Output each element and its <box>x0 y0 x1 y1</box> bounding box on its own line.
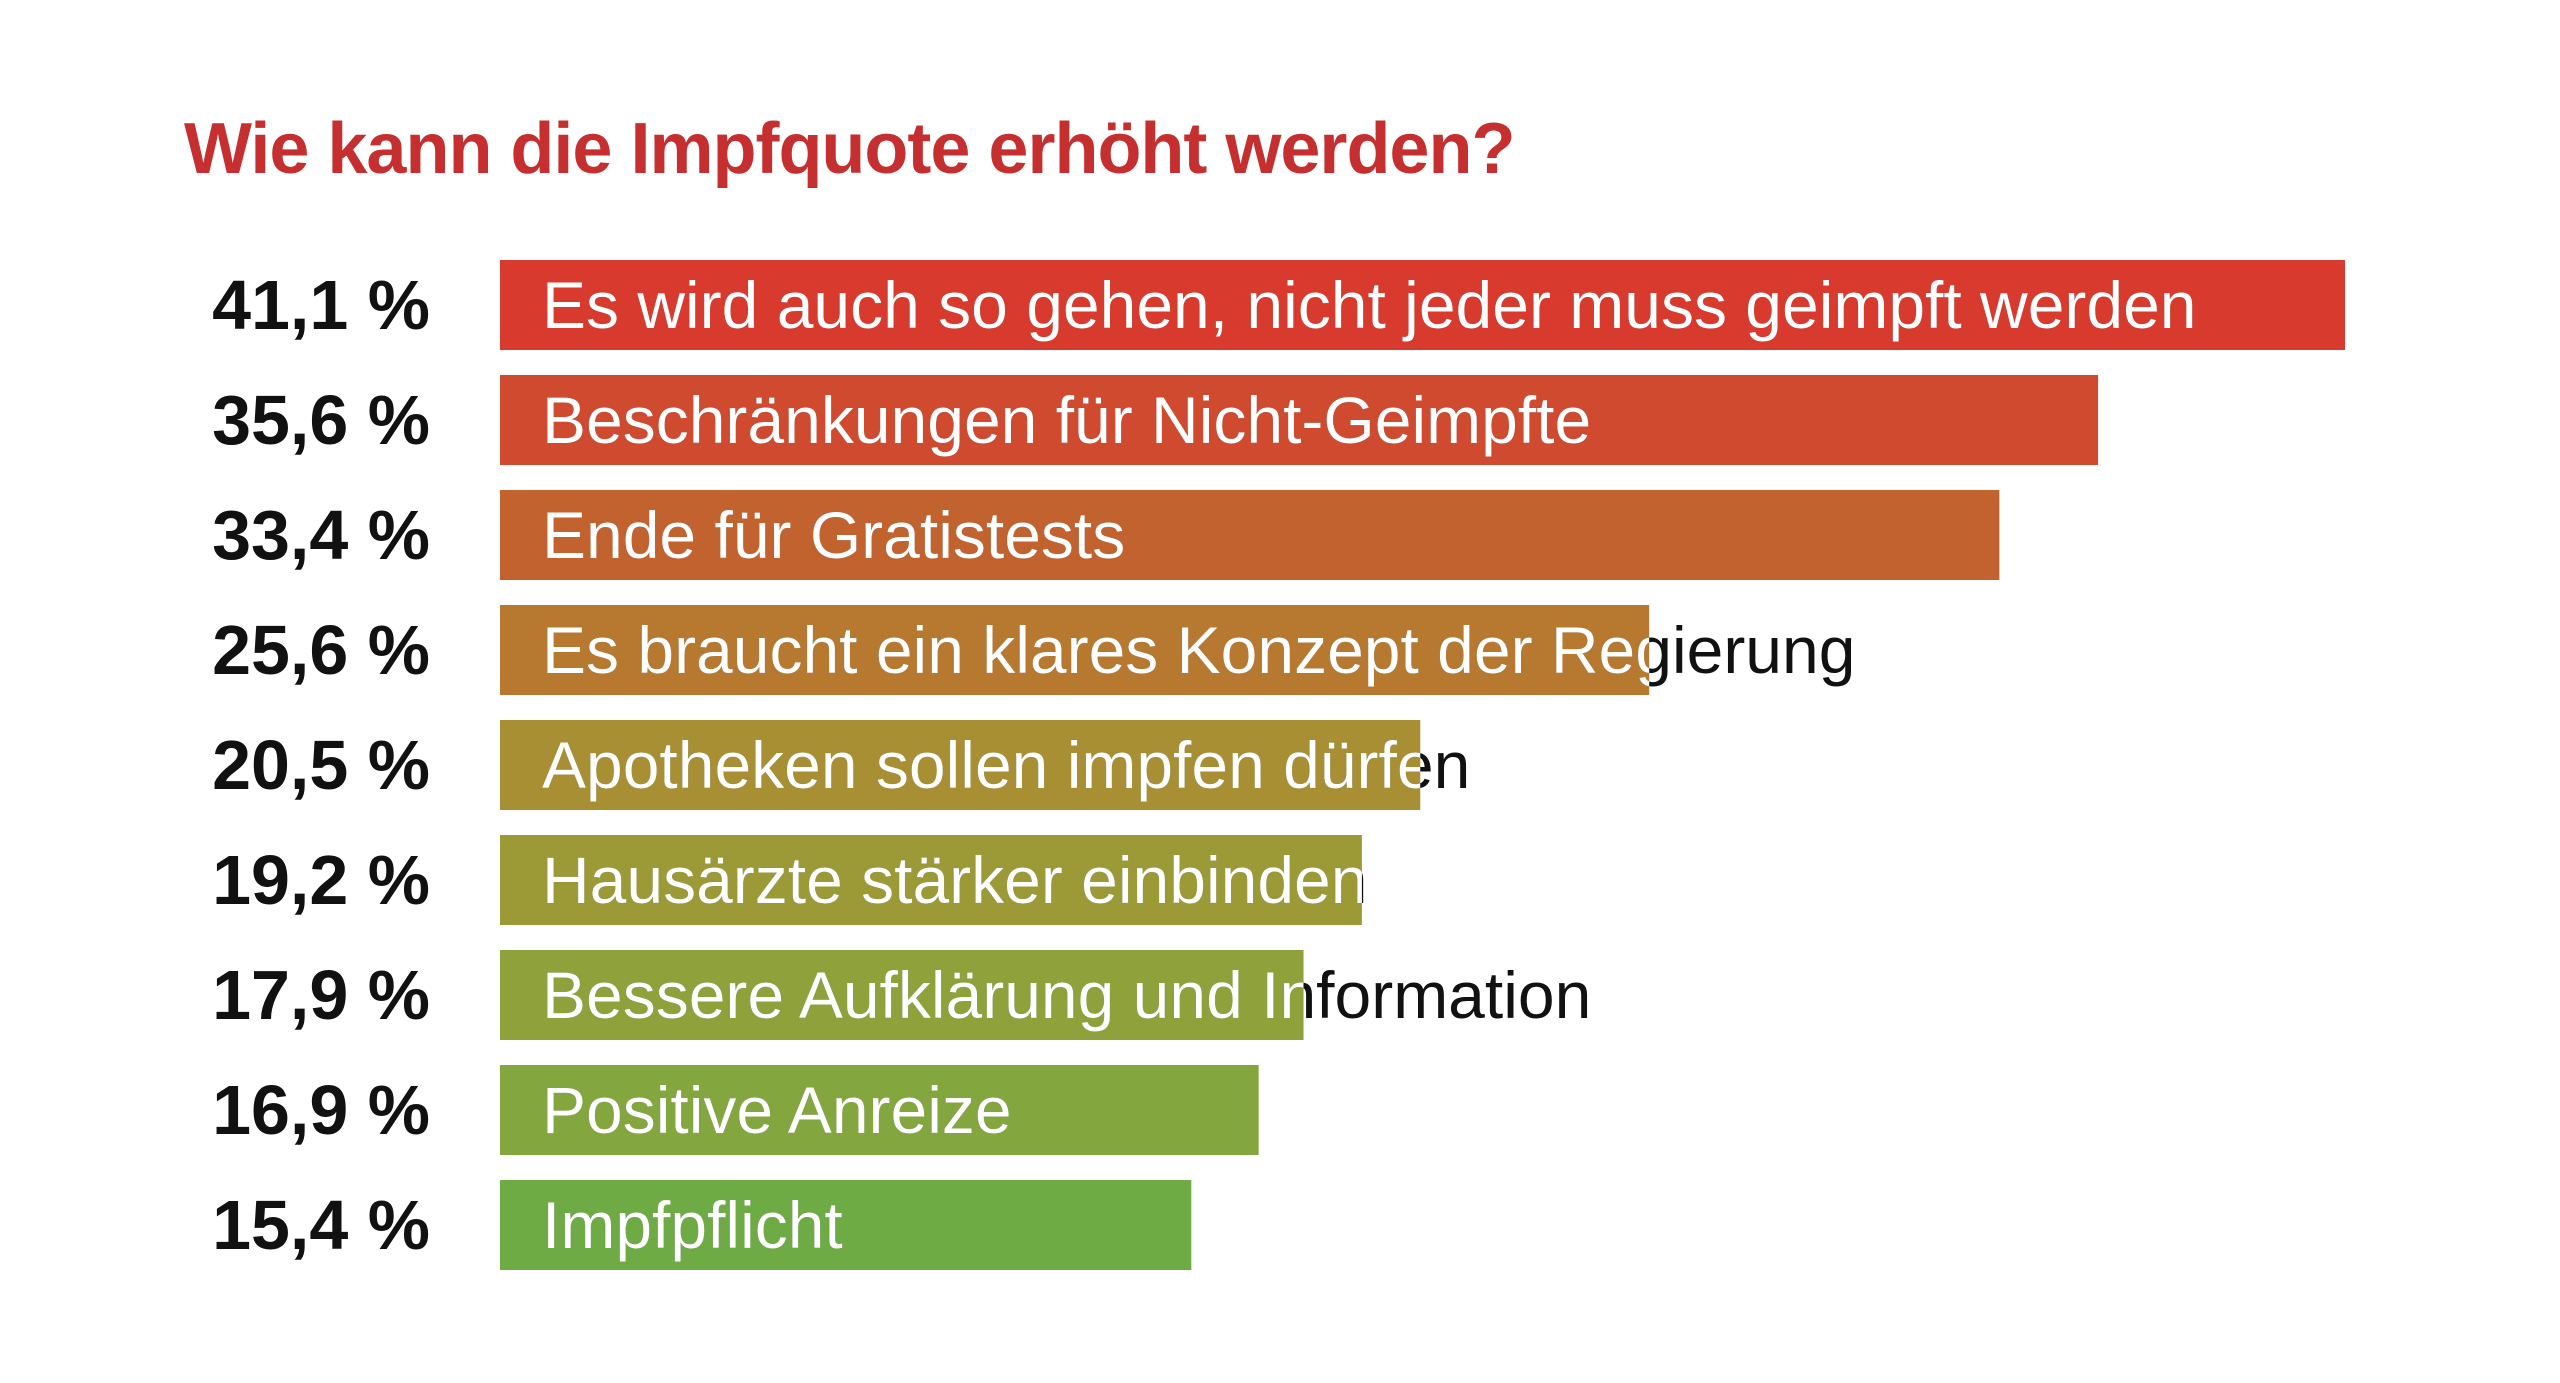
bar <box>500 835 1362 925</box>
category-label-overlay: Bessere Aufklärung und Information <box>542 958 1591 1032</box>
category-label: Bessere Aufklärung und Information <box>542 958 1591 1032</box>
category-label: Ende für Gratistests <box>542 498 1125 572</box>
value-label: 15,4 % <box>212 1186 430 1264</box>
value-label: 16,9 % <box>212 1071 430 1149</box>
value-label: 19,2 % <box>212 841 430 919</box>
value-label: 20,5 % <box>212 726 430 804</box>
bar <box>500 490 2000 580</box>
bar <box>500 720 1421 810</box>
category-label: Es braucht ein klares Konzept der Regier… <box>542 613 1855 687</box>
category-label: Es wird auch so gehen, nicht jeder muss … <box>542 268 2197 342</box>
bar <box>500 950 1304 1040</box>
category-label-overlay: Positive Anreize <box>542 1073 1012 1147</box>
value-label: 35,6 % <box>212 381 430 459</box>
category-label: Apotheken sollen impfen dürfen <box>542 728 1470 802</box>
bars-layer: 41,1 % Es wird auch so gehen, nicht jeder… <box>212 260 2345 1270</box>
bar <box>500 605 1650 695</box>
bar-row: 41,1 % Es wird auch so gehen, nicht jeder… <box>212 260 2345 350</box>
bar-row: 25,6 % Es braucht ein klares Konzept der … <box>212 605 1855 695</box>
value-label: 17,9 % <box>212 956 430 1034</box>
category-label-overlay: Apotheken sollen impfen dürfen <box>542 728 1470 802</box>
category-label-overlay: Ende für Gratistests <box>542 498 1125 572</box>
category-label: Hausärzte stärker einbinden <box>542 843 1367 917</box>
bar <box>500 260 2345 350</box>
bar-row: 35,6 % Beschränkungen für Nicht-GeimpfteB… <box>212 375 2099 465</box>
value-label: 25,6 % <box>212 611 430 689</box>
category-label: Positive Anreize <box>542 1073 1012 1147</box>
value-label: 33,4 % <box>212 496 430 574</box>
category-label-overlay: Es wird auch so gehen, nicht jeder muss … <box>542 268 2197 342</box>
bar <box>500 1065 1259 1155</box>
category-label: Impfpflicht <box>542 1188 843 1262</box>
bar-row: 19,2 % Hausärzte stärker einbindenHausärz… <box>212 835 1367 925</box>
bar <box>500 375 2099 465</box>
category-label-overlay: Hausärzte stärker einbinden <box>542 843 1367 917</box>
chart-title: Wie kann die Impfquote erhöht werden? <box>184 109 1515 189</box>
category-label: Beschränkungen für Nicht-Geimpfte <box>542 383 1591 457</box>
bar <box>500 1180 1192 1270</box>
value-label: 41,1 % <box>212 266 430 344</box>
bar-row: 17,9 % Bessere Aufklärung und Information… <box>212 950 1591 1040</box>
category-label-overlay: Beschränkungen für Nicht-Geimpfte <box>542 383 1591 457</box>
category-label-overlay: Impfpflicht <box>542 1188 843 1262</box>
category-label-overlay: Es braucht ein klares Konzept der Regier… <box>542 613 1855 687</box>
bar-row: 20,5 % Apotheken sollen impfen dürfenApot… <box>212 720 1470 810</box>
